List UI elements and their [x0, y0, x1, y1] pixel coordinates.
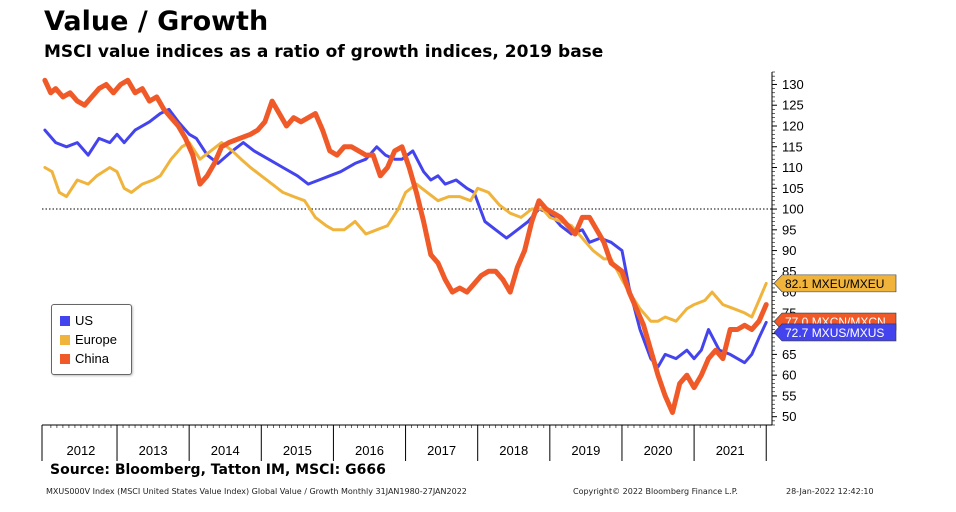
chart-title: Value / Growth — [44, 6, 269, 37]
y-tick-label-100: 100 — [782, 202, 804, 217]
footer-copyright: Copyright© 2022 Bloomberg Finance L.P. — [573, 487, 738, 496]
footer-timestamp: 28-Jan-2022 12:42:10 — [786, 487, 874, 496]
x-tick-label-2017: 2017 — [427, 443, 456, 458]
legend-item-china: China — [60, 351, 109, 366]
value-tag-europe — [773, 274, 897, 293]
x-tick-label-2013: 2013 — [139, 443, 168, 458]
legend-swatch-us — [60, 316, 70, 326]
x-tick-label-2014: 2014 — [211, 443, 240, 458]
x-tick-label-2015: 2015 — [283, 443, 312, 458]
y-tick-label-130: 130 — [782, 77, 804, 92]
legend-swatch-europe — [60, 335, 70, 345]
value-tag-us — [773, 323, 897, 342]
x-tick-label-2018: 2018 — [499, 443, 528, 458]
y-tick-label-105: 105 — [782, 181, 804, 196]
x-tick-label-2019: 2019 — [571, 443, 600, 458]
x-tick-label-2016: 2016 — [355, 443, 384, 458]
y-tick-label-125: 125 — [782, 98, 804, 113]
x-tick-label-2012: 2012 — [66, 443, 95, 458]
y-tick-label-110: 110 — [782, 160, 803, 175]
value-tag-text-europe: 82.1 MXEU/MXEU — [785, 277, 884, 291]
y-tick-label-50: 50 — [782, 409, 796, 424]
x-tick-label-2020: 2020 — [644, 443, 673, 458]
footer-index-description: MXUS000V Index (MSCI United States Value… — [46, 487, 467, 496]
series-line-europe — [43, 141, 768, 323]
chart-subtitle: MSCI value indices as a ratio of growth … — [44, 42, 604, 62]
y-tick-label-55: 55 — [782, 388, 796, 403]
series-line-china — [42, 77, 769, 415]
legend-label-us: US — [75, 313, 94, 328]
value-tag-text-us: 72.7 MXUS/MXUS — [785, 326, 884, 340]
source-note: Source: Bloomberg, Tatton IM, MSCI: G666 — [50, 462, 386, 478]
legend-swatch-china — [60, 354, 70, 364]
y-tick-label-115: 115 — [782, 139, 803, 154]
y-tick-label-90: 90 — [782, 243, 796, 258]
legend-item-europe: Europe — [60, 332, 117, 347]
legend: US Europe China — [51, 304, 132, 375]
legend-label-china: China — [75, 351, 109, 366]
series-line-us — [43, 107, 768, 369]
legend-label-europe: Europe — [75, 332, 117, 347]
legend-item-us: US — [60, 313, 93, 328]
y-tick-label-120: 120 — [782, 118, 804, 133]
y-tick-label-60: 60 — [782, 368, 796, 383]
x-tick-label-2021: 2021 — [716, 443, 745, 458]
y-tick-label-65: 65 — [782, 347, 796, 362]
y-tick-label-95: 95 — [782, 222, 796, 237]
